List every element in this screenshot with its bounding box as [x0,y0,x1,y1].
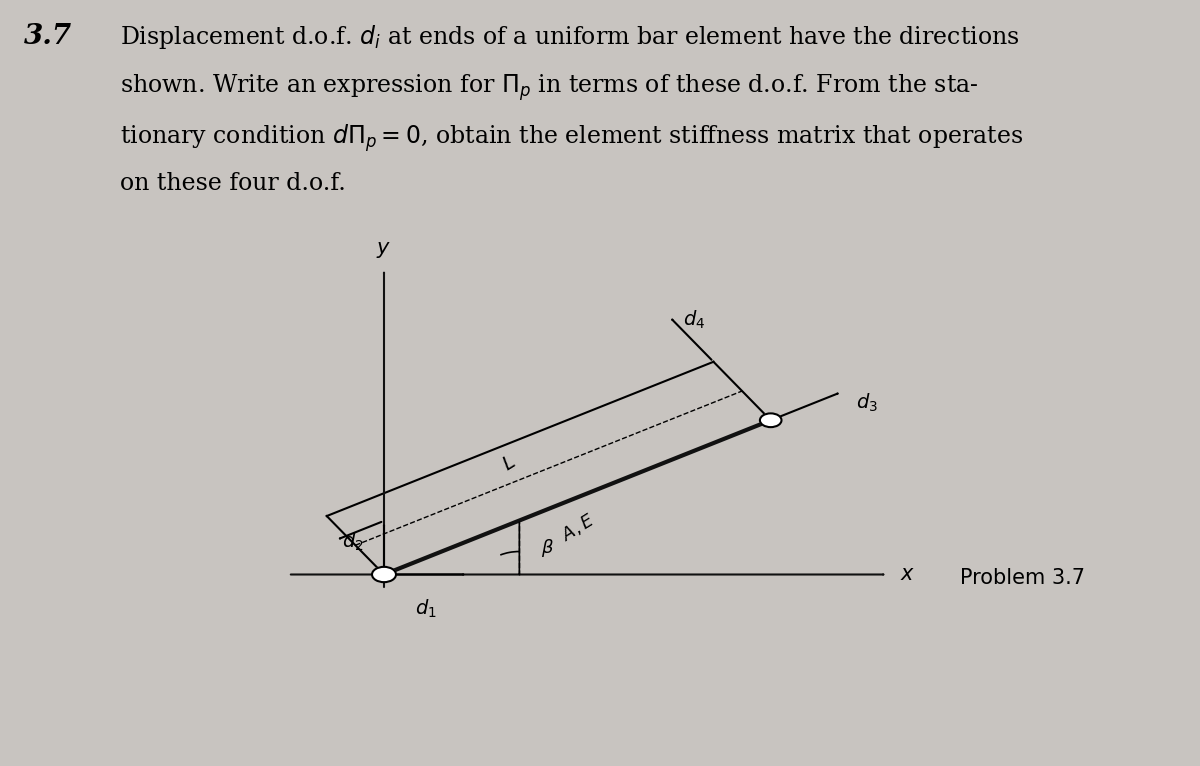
Text: $d_1$: $d_1$ [415,597,437,620]
Text: $L$: $L$ [498,453,518,475]
Text: shown. Write an expression for $\Pi_p$ in terms of these d.o.f. From the sta-: shown. Write an expression for $\Pi_p$ i… [120,73,978,103]
Text: $d_4$: $d_4$ [683,309,706,331]
Text: $A,E$: $A,E$ [558,510,599,545]
Text: $y$: $y$ [377,241,391,260]
Text: $d_2$: $d_2$ [342,531,364,554]
Text: Displacement d.o.f. $d_i$ at ends of a uniform bar element have the directions: Displacement d.o.f. $d_i$ at ends of a u… [120,23,1020,51]
Text: 3.7: 3.7 [24,23,72,50]
Text: Problem 3.7: Problem 3.7 [960,568,1085,588]
Text: $x$: $x$ [900,565,916,584]
Text: tionary condition $d\Pi_p = 0$, obtain the element stiffness matrix that operate: tionary condition $d\Pi_p = 0$, obtain t… [120,123,1024,154]
Text: on these four d.o.f.: on these four d.o.f. [120,172,346,195]
Circle shape [760,414,781,427]
Text: $d_3$: $d_3$ [857,392,878,414]
Text: $\beta$: $\beta$ [541,536,554,558]
Circle shape [372,567,396,582]
